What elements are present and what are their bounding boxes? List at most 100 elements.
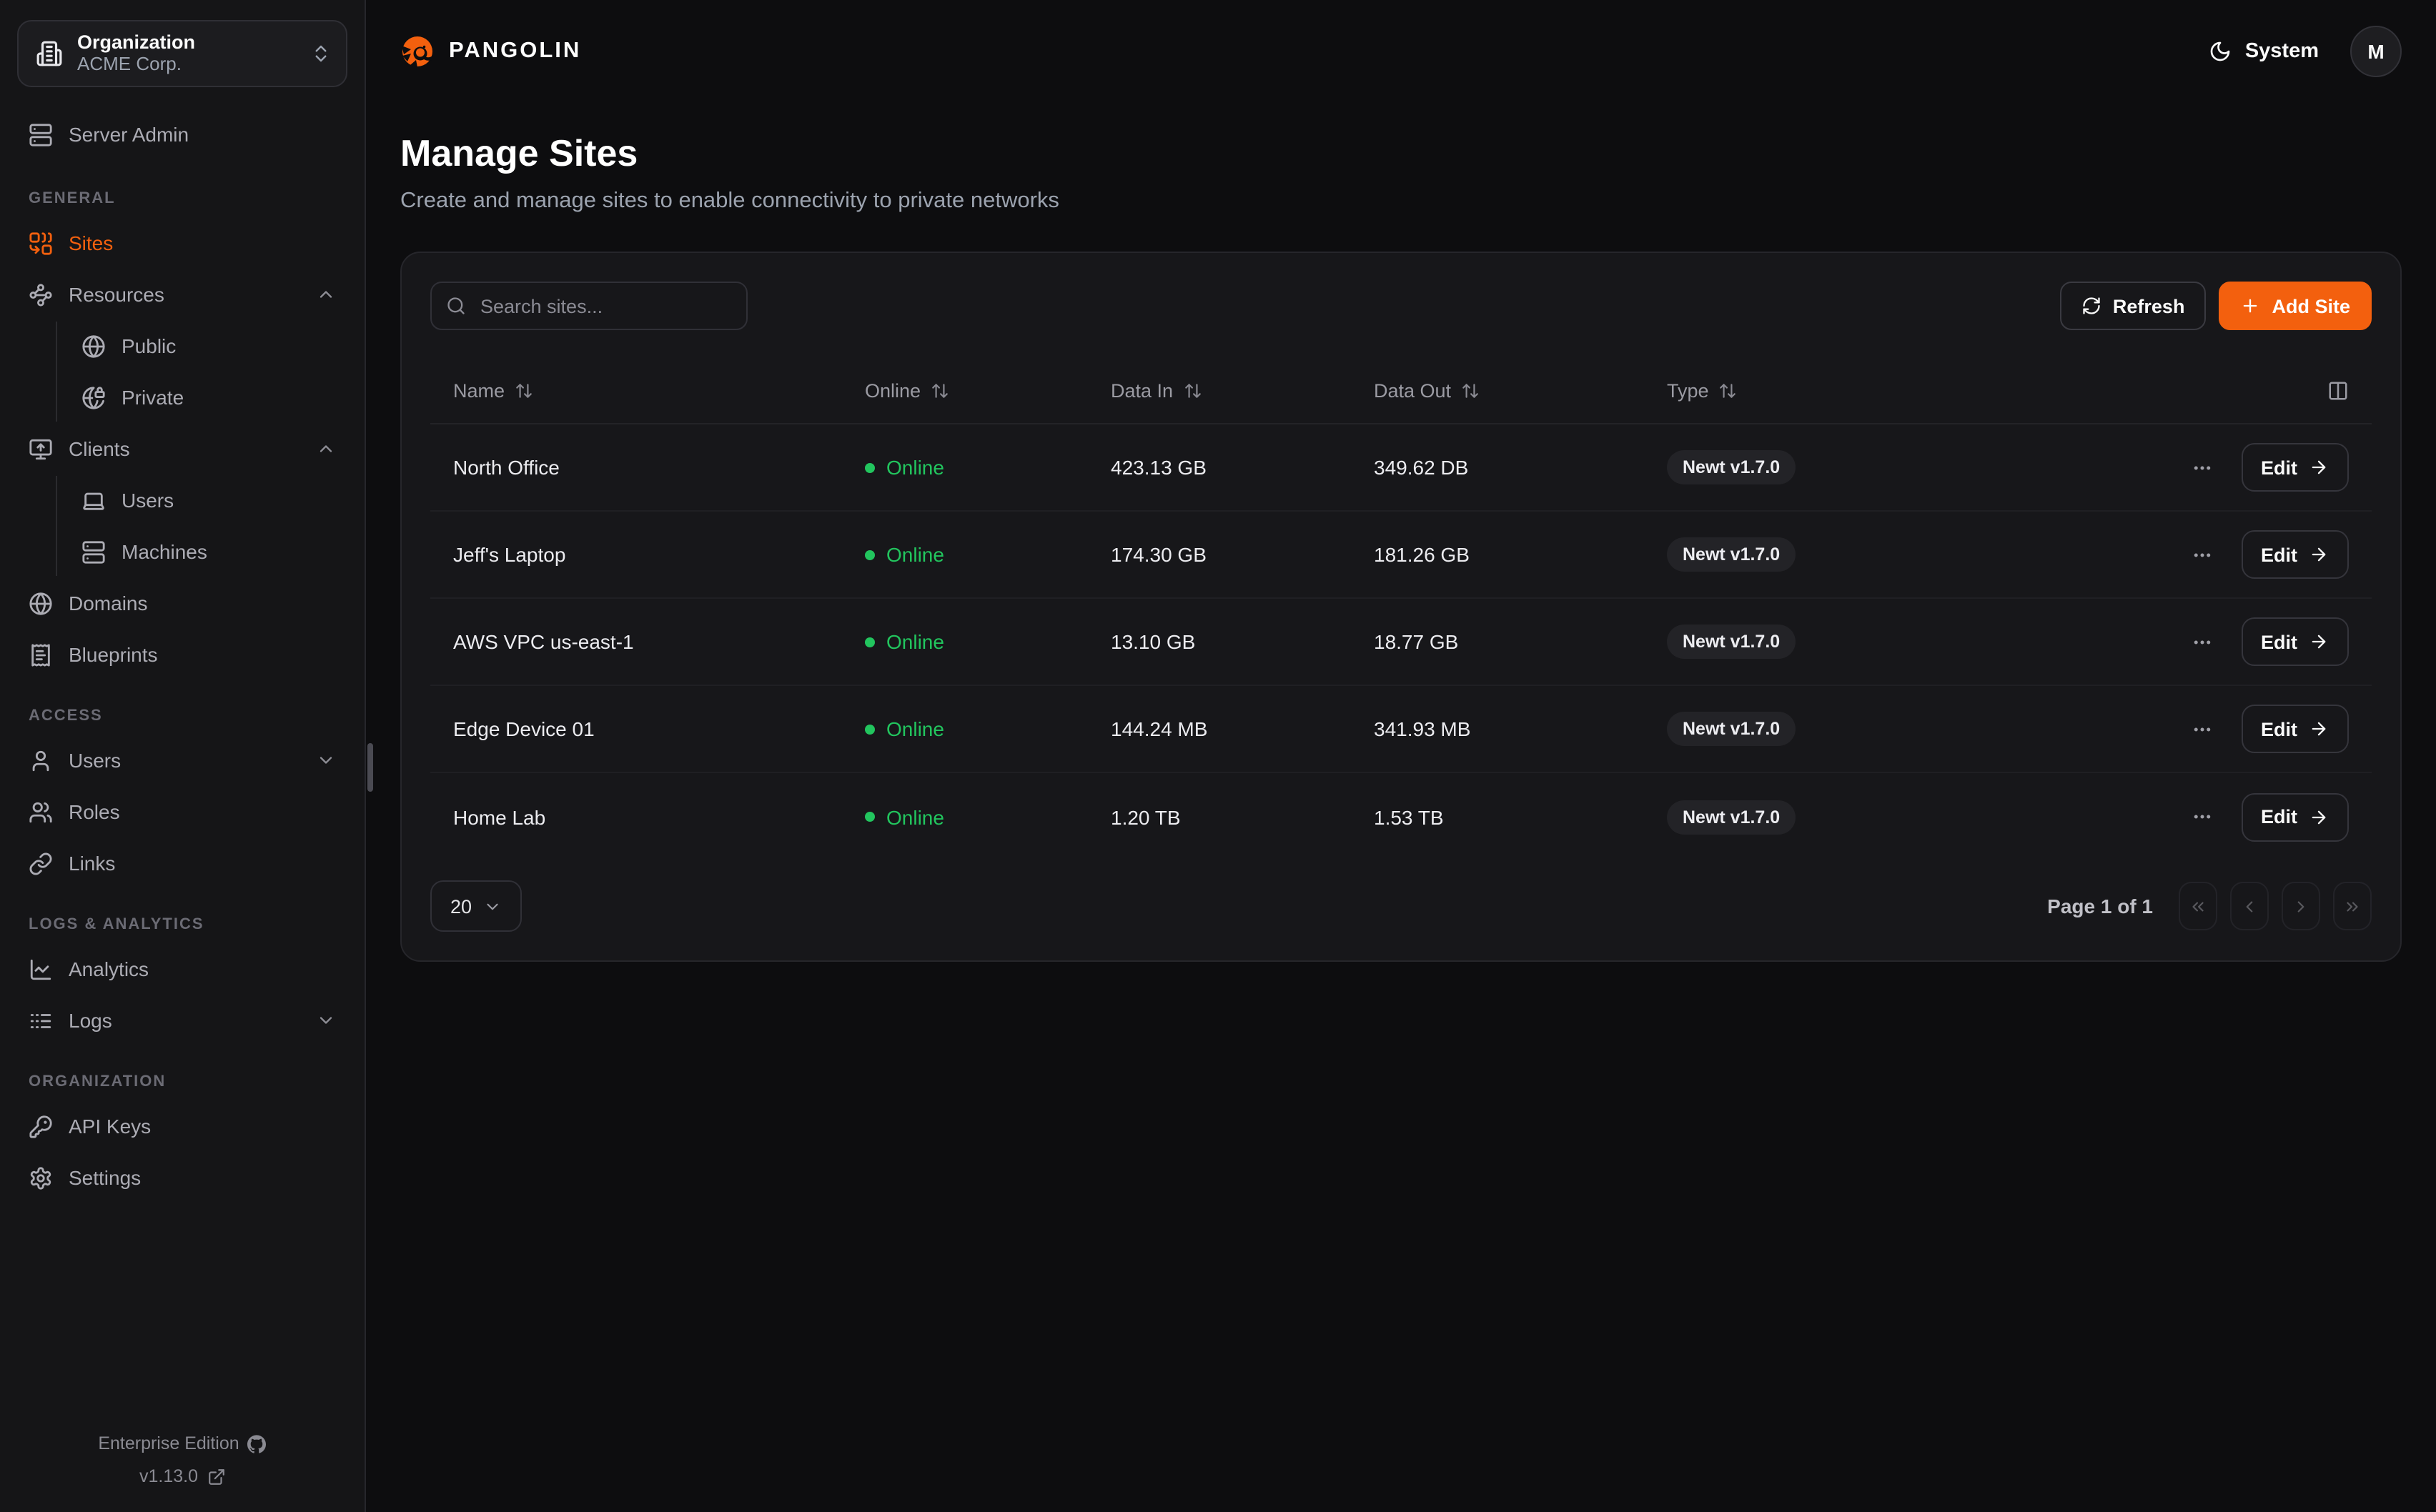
row-menu-button[interactable] [2187, 626, 2218, 657]
last-page-button[interactable] [2333, 882, 2372, 931]
avatar-initial: M [2367, 40, 2385, 63]
sidebar-item-machines[interactable]: Machines [76, 527, 347, 576]
chevron-up-icon[interactable] [316, 439, 336, 459]
table-header: Name Online Data In Data Out Type [430, 359, 2372, 425]
sites-icon [29, 232, 52, 254]
chevron-down-icon[interactable] [316, 750, 336, 770]
pagination: 20 Page 1 of 1 [430, 880, 2372, 932]
table-body: North Office Online 423.13 GB 349.62 DB … [430, 424, 2372, 860]
sidebar-item-roles[interactable]: Roles [17, 787, 347, 836]
data-in-value: 13.10 GB [1111, 630, 1196, 654]
page-info: Page 1 of 1 [2047, 895, 2153, 918]
version-row[interactable]: v1.13.0 [17, 1468, 347, 1486]
sidebar-item-settings[interactable]: Settings [17, 1153, 347, 1202]
gear-icon [30, 1166, 51, 1189]
column-header-data-out[interactable]: Data Out [1374, 380, 1667, 402]
prev-page-button[interactable] [2230, 882, 2269, 931]
edition-row[interactable]: Enterprise Edition [17, 1435, 347, 1453]
page-size-select[interactable]: 20 [430, 880, 522, 932]
sort-icon[interactable] [1183, 382, 1202, 400]
edit-button[interactable]: Edit [2241, 705, 2349, 754]
first-page-button[interactable] [2179, 882, 2217, 931]
user-icon [32, 750, 49, 771]
column-header-actions [2170, 380, 2349, 402]
main-content: PANGOLIN System M Manage Sites Create an… [366, 0, 2436, 1512]
sidebar-resize-handle[interactable] [367, 743, 373, 792]
sidebar-item-label: Sites [69, 232, 114, 254]
edit-button[interactable]: Edit [2241, 792, 2349, 842]
topbar: PANGOLIN System M [400, 0, 2402, 103]
sidebar-item-sites[interactable]: Sites [17, 219, 347, 267]
sidebar-item-label: Analytics [69, 958, 149, 980]
sidebar-item-links[interactable]: Links [17, 839, 347, 887]
toolbar-right: Refresh Add Site [2059, 282, 2372, 331]
resources-icon [29, 283, 52, 306]
edit-button[interactable]: Edit [2241, 443, 2349, 492]
org-switcher[interactable]: Organization ACME Corp. [17, 20, 347, 87]
columns-icon[interactable] [2327, 380, 2349, 402]
sort-icon[interactable] [515, 382, 533, 400]
chevron-left-icon [2246, 900, 2253, 912]
sidebar-item-users[interactable]: Users [17, 736, 347, 785]
status-text: Online [886, 805, 944, 829]
column-header-name[interactable]: Name [453, 380, 865, 402]
roles-icon [29, 801, 52, 822]
table-toolbar: Refresh Add Site [430, 282, 2372, 331]
ellipsis-icon [2194, 815, 2211, 819]
column-header-data-in[interactable]: Data In [1111, 380, 1374, 402]
edit-button[interactable]: Edit [2241, 530, 2349, 580]
chevron-up-icon[interactable] [316, 284, 336, 304]
status-badge: Online [865, 456, 1111, 479]
status-text: Online [886, 630, 944, 654]
row-menu-button[interactable] [2187, 539, 2218, 570]
data-out-value: 18.77 GB [1374, 630, 1459, 654]
sidebar-item-server-admin[interactable]: Server Admin [17, 110, 347, 159]
row-actions: Edit [2170, 705, 2349, 754]
brand[interactable]: PANGOLIN [400, 34, 581, 69]
type-badge: Newt v1.7.0 [1667, 712, 1796, 747]
row-menu-button[interactable] [2187, 713, 2218, 745]
sidebar-item-analytics[interactable]: Analytics [17, 945, 347, 993]
chevron-down-icon [487, 903, 498, 910]
chevrons-up-down-icon [315, 45, 327, 62]
ellipsis-icon [2194, 727, 2211, 731]
avatar[interactable]: M [2350, 26, 2402, 77]
resources-subnav: Public Private [56, 322, 347, 422]
search-box [430, 282, 748, 331]
chevron-right-icon [2297, 900, 2304, 912]
theme-toggle[interactable]: System [2209, 40, 2319, 63]
sidebar-item-domains[interactable]: Domains [17, 579, 347, 627]
column-label: Online [865, 380, 921, 402]
pangolin-logo-icon [402, 36, 432, 67]
analytics-icon [30, 958, 51, 980]
organization-icon [36, 41, 62, 66]
row-menu-button[interactable] [2187, 801, 2218, 832]
sort-icon[interactable] [1719, 382, 1738, 400]
refresh-button[interactable]: Refresh [2059, 282, 2207, 331]
sidebar-item-clients[interactable]: Clients [17, 424, 347, 473]
sidebar-item-private[interactable]: Private [76, 373, 347, 422]
search-input[interactable] [477, 294, 732, 319]
sidebar-item-resources[interactable]: Resources [17, 270, 347, 319]
edit-button[interactable]: Edit [2241, 617, 2349, 667]
status-badge: Online [865, 543, 1111, 566]
chevron-down-icon[interactable] [316, 1010, 336, 1030]
arrow-right-icon [2312, 635, 2326, 649]
next-page-button[interactable] [2282, 882, 2320, 931]
add-site-button[interactable]: Add Site [2219, 282, 2372, 331]
globe-lock-icon [82, 386, 105, 409]
sidebar-item-logs[interactable]: Logs [17, 996, 347, 1045]
column-header-type[interactable]: Type [1667, 380, 2170, 402]
sidebar-item-client-users[interactable]: Users [76, 476, 347, 524]
data-in-value: 144.24 MB [1111, 717, 1208, 741]
sidebar-item-api-keys[interactable]: API Keys [17, 1102, 347, 1150]
column-header-online[interactable]: Online [865, 380, 1111, 402]
sort-icon[interactable] [1461, 382, 1480, 400]
online-dot-icon [865, 812, 875, 822]
sidebar-item-blueprints[interactable]: Blueprints [17, 630, 347, 679]
sidebar-item-public[interactable]: Public [76, 322, 347, 370]
section-label-organization: ORGANIZATION [29, 1073, 167, 1090]
row-menu-button[interactable] [2187, 452, 2218, 483]
sort-icon[interactable] [931, 382, 949, 400]
